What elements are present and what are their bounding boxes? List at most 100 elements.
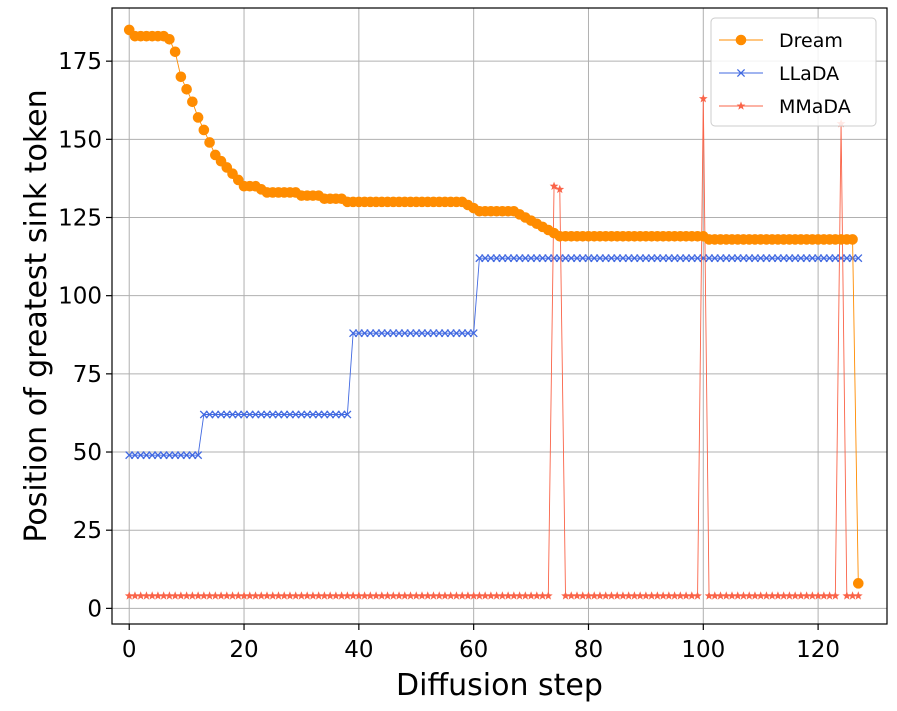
llada-point [682,254,691,263]
llada-point [228,410,237,419]
legend-marker [736,68,746,78]
mmada-point [802,591,811,600]
y-axis-label: Position of greatest sink token [19,89,54,542]
mmada-point [492,591,501,600]
legend-marker [736,101,746,110]
mmada-point [716,591,725,600]
llada-point [595,254,605,263]
mmada-point [618,591,628,600]
mmada-point [222,591,232,600]
mmada-point [210,591,220,600]
mmada-point [681,591,691,600]
mmada-point [199,591,209,600]
llada-point [773,254,782,263]
mmada-point [239,591,249,600]
llada-point [360,329,369,338]
llada-point [372,329,381,338]
mmada-point [515,591,524,600]
llada-point [670,254,679,263]
llada-point [199,410,208,419]
mmada-point [480,591,490,600]
llada-point [194,451,203,460]
llada-point [515,254,524,263]
mmada-point [176,591,186,600]
mmada-point [360,591,369,600]
llada-point [802,254,811,263]
mmada-point [693,591,702,600]
llada-line [129,257,859,456]
llada-point [205,410,214,419]
mmada-point [584,591,593,600]
llada-point [676,254,685,263]
mmada-point [819,591,829,600]
mmada-point [653,591,662,600]
llada-point [819,254,828,263]
llada-point [337,410,346,419]
llada-point [354,329,363,338]
llada-point [377,329,386,338]
mmada-point [320,591,329,600]
llada-point [509,254,518,263]
llada-point [567,254,576,263]
llada-point [791,254,800,263]
llada-point [538,254,547,263]
llada-point [446,329,455,338]
llada-point [808,254,817,263]
llada-point [429,329,438,338]
llada-point [710,254,719,263]
mmada-point [136,591,146,600]
llada-point [130,451,140,460]
llada-point [561,254,570,263]
llada-point [262,410,272,419]
llada-point [498,254,507,263]
llada-point [572,254,582,263]
llada-point [521,254,530,263]
llada-point [653,254,662,263]
llada-point [733,254,742,263]
llada-point [165,451,174,460]
llada-point [837,254,846,263]
series-mmada [124,94,863,600]
llada-point [136,451,145,460]
dream-point [164,33,175,45]
llada-point [400,329,409,338]
mmada-point [561,591,570,600]
llada-point [750,254,760,263]
mmada-point [325,591,335,600]
llada-point [303,410,312,419]
mmada-point [767,591,777,600]
llada-point [366,329,375,338]
mmada-point [314,591,324,600]
mmada-point [595,591,605,600]
mmada-point [520,591,530,600]
dream-point [204,137,215,148]
llada-point [222,410,231,419]
llada-point [475,254,484,263]
llada-point [452,329,461,338]
mmada-point [664,591,674,600]
llada-point [423,329,432,338]
x-tick-label: 20 [229,637,258,663]
llada-point [630,254,639,263]
llada-point [412,329,421,338]
llada-point [601,254,610,263]
llada-point [125,451,134,460]
mmada-point [291,591,301,600]
mmada-point [830,591,840,600]
llada-point [814,254,823,263]
legend-box [710,17,877,127]
llada-point [239,410,249,419]
y-tick-label: 175 [58,49,102,75]
mmada-point [566,591,576,600]
mmada-point [130,591,140,600]
llada-point [555,254,564,263]
mmada-point [796,591,806,600]
llada-point [308,410,317,419]
llada-point [268,410,277,419]
mmada-point [756,591,766,600]
llada-point [664,254,673,263]
mmada-point [165,591,174,600]
mmada-point [182,591,191,600]
llada-point [578,254,587,263]
mmada-point [469,591,479,600]
